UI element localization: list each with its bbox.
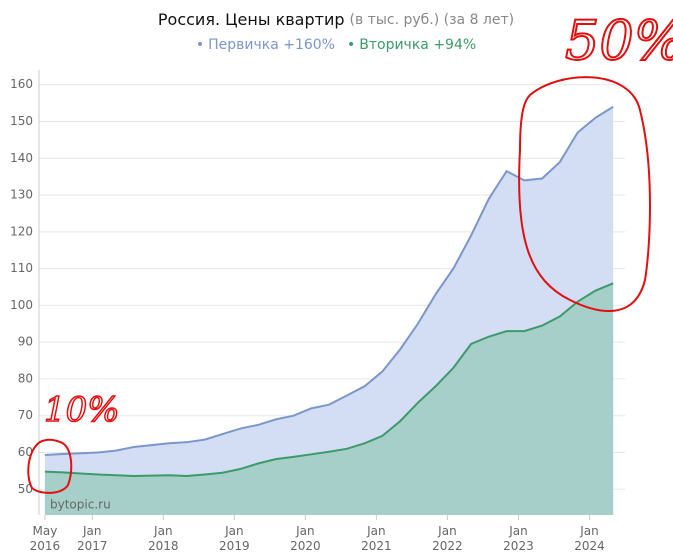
x-tick-line: 2024 <box>574 539 605 553</box>
x-tick-line: 2018 <box>148 539 179 553</box>
y-tick-label: 120 <box>10 224 33 238</box>
x-tick-line: Jan <box>579 524 599 538</box>
x-tick-line: 2023 <box>503 539 534 553</box>
x-tick-line: 2019 <box>219 539 250 553</box>
x-tick-line: 2017 <box>77 539 108 553</box>
y-tick-label: 70 <box>18 408 33 422</box>
plot: 50 60 70 80 90 100 110 120 130 140 150 160 May 2016 Ja… <box>10 70 625 553</box>
annotation-text: 10% <box>44 390 120 430</box>
hand-annotations <box>27 76 651 494</box>
ellipse-annotation <box>27 438 73 494</box>
x-tick-label: Jan 2021 <box>361 524 392 553</box>
y-tick-label: 100 <box>10 298 33 312</box>
ellipse-annotation <box>518 76 651 312</box>
title-sub: (в тыс. руб.) (за 8 лет) <box>350 12 515 28</box>
y-tick-label: 110 <box>10 261 33 275</box>
legend-label: Вторичка +94% <box>359 37 476 53</box>
y-tick-label: 140 <box>10 151 33 165</box>
x-tick-line: Jan <box>153 524 173 538</box>
y-tick-label: 50 <box>18 482 33 496</box>
x-tick-line: 2020 <box>290 539 321 553</box>
title-main: Россия. Цены квартир <box>158 10 345 29</box>
y-tick-label: 130 <box>10 188 33 202</box>
x-tick-line: May <box>33 524 58 538</box>
legend-label: Первичка +160% <box>208 37 335 53</box>
x-tick-label: May 2016 <box>30 524 61 553</box>
area <box>44 283 614 515</box>
x-tick-line: Jan <box>82 524 102 538</box>
y-tick-label: 60 <box>18 445 33 459</box>
x-tick-label: Jan 2018 <box>148 524 179 553</box>
watermark: bytopic.ru <box>50 498 111 512</box>
chart-title: Россия. Цены квартир (в тыс. руб.) (за 8 … <box>158 10 514 29</box>
legend: • Первичка +160% • Вторичка +94% <box>196 37 476 53</box>
y-tick-label: 80 <box>18 371 33 385</box>
x-tick-label: Jan 2020 <box>290 524 321 553</box>
legend-marker: • <box>196 37 204 53</box>
x-tick-line: Jan <box>224 524 244 538</box>
x-tick-line: Jan <box>366 524 386 538</box>
x-tick-label: Jan 2019 <box>219 524 250 553</box>
x-tick-line: Jan <box>437 524 457 538</box>
x-tick-label: Jan 2017 <box>77 524 108 553</box>
x-tick-label: Jan 2023 <box>503 524 534 553</box>
x-tick-line: Jan <box>508 524 528 538</box>
legend-marker: • <box>347 37 355 53</box>
x-tick-label: Jan 2022 <box>432 524 463 553</box>
x-tick-line: 2022 <box>432 539 463 553</box>
x-tick-line: 2021 <box>361 539 392 553</box>
y-tick-label: 90 <box>18 335 33 349</box>
annotation-text: 50% <box>565 9 673 72</box>
x-tick-line: 2016 <box>30 539 61 553</box>
x-tick-line: Jan <box>295 524 315 538</box>
line <box>44 282 614 478</box>
y-tick-label: 150 <box>10 114 33 128</box>
x-tick-label: Jan 2024 <box>574 524 605 553</box>
y-tick-label: 160 <box>10 77 33 91</box>
